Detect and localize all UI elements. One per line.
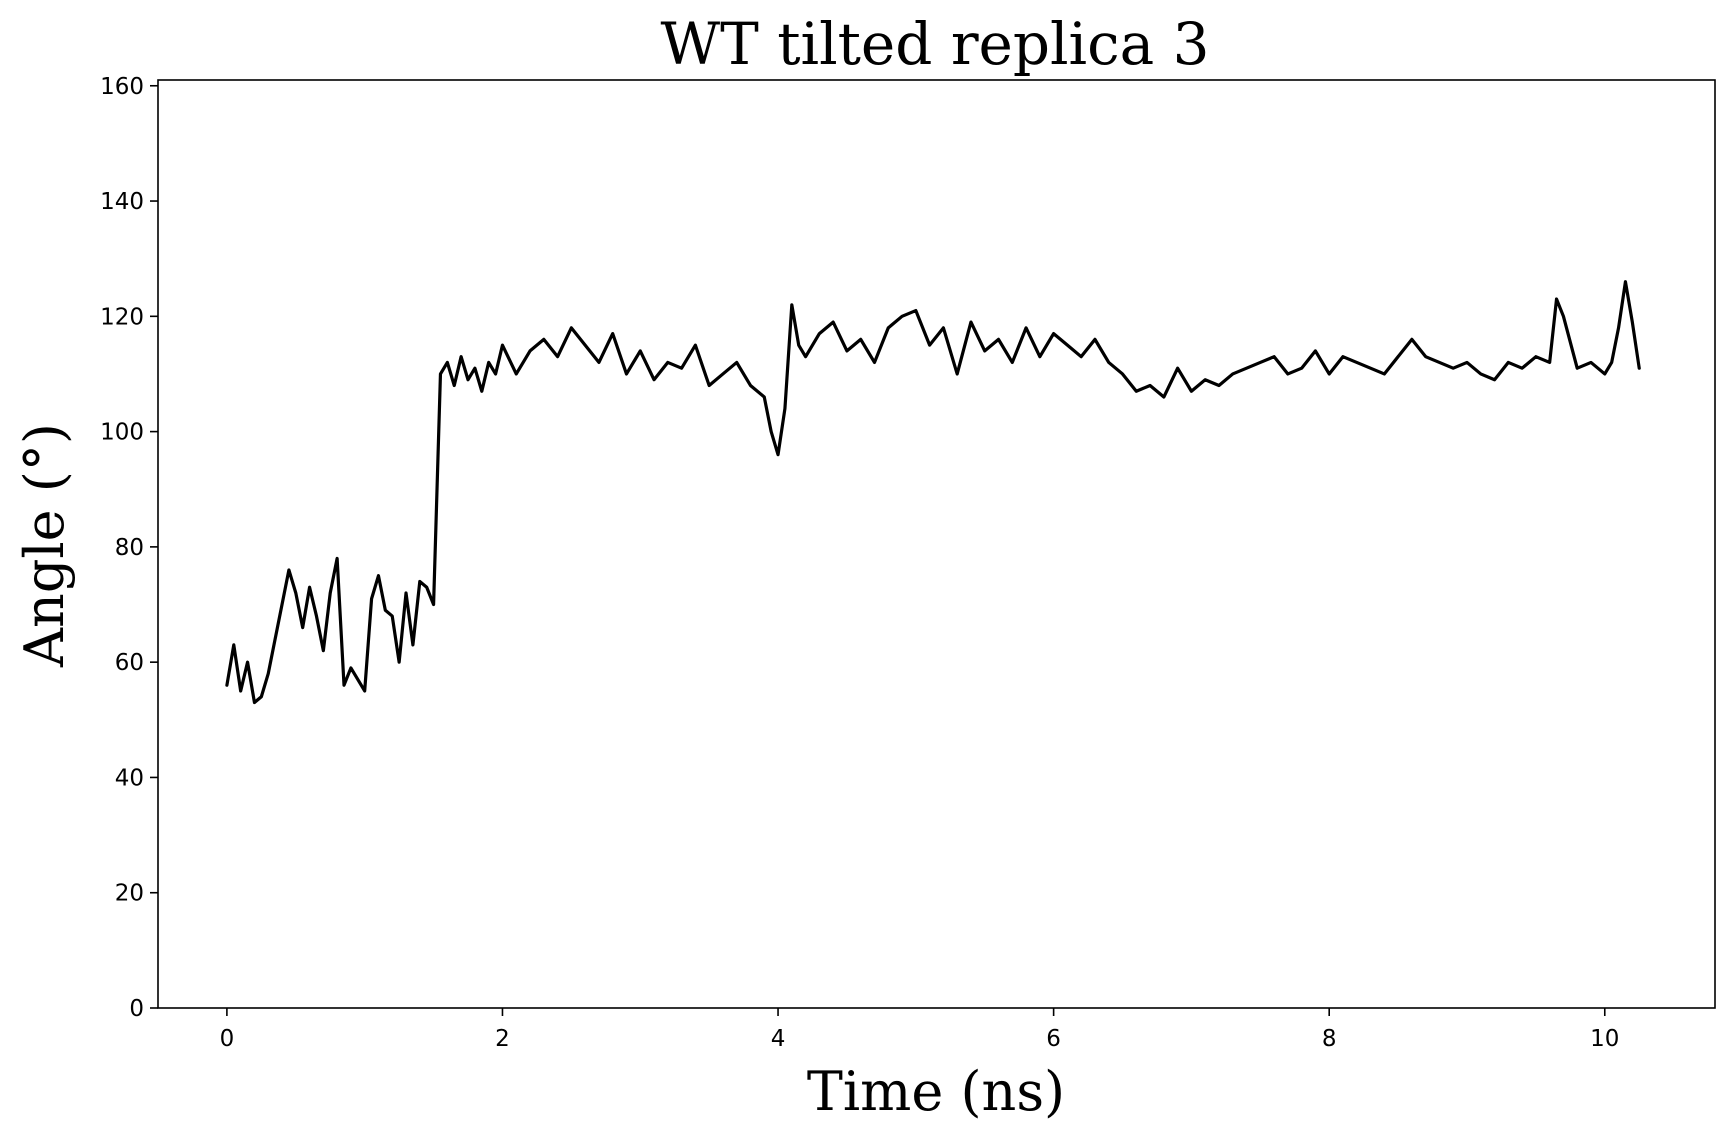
x-tick-label: 8 — [1322, 1026, 1337, 1052]
y-tick-label: 0 — [129, 996, 144, 1022]
x-axis-ticks: 0 2 4 6 8 10 — [220, 1008, 1619, 1052]
x-tick-label: 10 — [1590, 1026, 1619, 1052]
y-tick-label: 20 — [115, 881, 144, 907]
x-tick-label: 4 — [771, 1026, 786, 1052]
y-tick-label: 140 — [100, 189, 144, 215]
x-tick-label: 2 — [495, 1026, 510, 1052]
y-axis-ticks: 0 20 40 60 80 100 120 140 160 — [100, 74, 158, 1022]
y-tick-label: 80 — [115, 535, 144, 561]
plot-area — [225, 280, 1641, 705]
x-tick-label: 6 — [1046, 1026, 1061, 1052]
y-tick-label: 100 — [100, 420, 144, 446]
y-tick-label: 40 — [115, 765, 144, 791]
x-tick-label: 0 — [220, 1026, 235, 1052]
x-axis-label: Time (ns) — [807, 1060, 1065, 1123]
y-tick-label: 120 — [100, 304, 144, 330]
y-tick-label: 160 — [100, 74, 144, 100]
axes-frame — [157, 79, 1716, 1009]
y-tick-label: 60 — [115, 650, 144, 676]
chart-title: WT tilted replica 3 — [660, 10, 1209, 78]
series-line — [225, 280, 1641, 705]
y-axis-label: Angle (°) — [13, 423, 76, 668]
